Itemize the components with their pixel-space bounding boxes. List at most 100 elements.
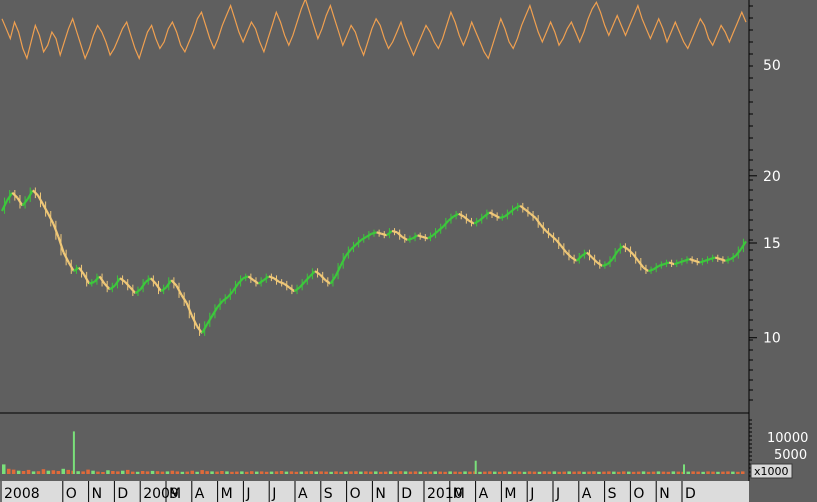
volume-bar xyxy=(61,468,65,474)
volume-bar xyxy=(170,470,175,474)
volume-bar xyxy=(448,471,452,474)
volume-bar xyxy=(165,471,170,474)
price-segment xyxy=(642,266,650,273)
price-segment xyxy=(257,279,265,285)
volume-bar xyxy=(731,471,735,474)
volume-bar xyxy=(339,471,343,474)
volume-bar xyxy=(369,471,373,474)
x-tick-label: 2009 xyxy=(143,486,179,502)
price-segment xyxy=(42,203,50,215)
y-tick-label: 20 xyxy=(763,169,781,185)
price-segment xyxy=(539,224,547,232)
x-tick-label: J xyxy=(271,486,276,502)
price-segment xyxy=(247,275,255,281)
x-tick-label: N xyxy=(375,486,385,502)
y-tick-label: 10000 xyxy=(767,431,808,446)
volume-bar xyxy=(46,470,51,474)
price-segment xyxy=(494,214,501,219)
price-segment xyxy=(298,281,306,289)
volume-bar xyxy=(413,471,418,474)
volume-bar xyxy=(319,471,323,474)
price-segment xyxy=(221,296,229,302)
price-segment xyxy=(504,211,511,218)
price-segment xyxy=(483,211,491,218)
x-tick-label: A xyxy=(298,486,308,502)
volume-bar xyxy=(150,470,155,474)
volume-bar xyxy=(488,471,492,474)
volume-bar xyxy=(329,471,333,474)
price-segment xyxy=(83,274,91,285)
volume-bar xyxy=(259,471,264,474)
volume-bar xyxy=(160,471,165,474)
price-segment xyxy=(468,219,475,225)
x-tick-label: D xyxy=(401,486,412,502)
volume-unit-box xyxy=(750,463,793,479)
price-segment xyxy=(719,258,726,262)
price-segment xyxy=(673,261,680,266)
price-segment xyxy=(124,281,132,289)
x-tick-label: M xyxy=(453,486,465,502)
volume-bar xyxy=(656,471,661,474)
volume-bar xyxy=(503,471,507,474)
price-segment xyxy=(432,230,439,237)
volume-bar xyxy=(16,470,21,474)
volume-bar xyxy=(706,471,710,474)
volume-bar xyxy=(76,471,80,474)
price-segment xyxy=(575,255,583,262)
price-segment xyxy=(211,306,219,317)
volume-bar xyxy=(210,471,214,474)
volume-bar xyxy=(116,471,120,474)
volume-bar xyxy=(230,471,234,474)
price-segment xyxy=(678,259,685,264)
price-segment xyxy=(596,261,603,267)
volume-bar xyxy=(562,471,566,474)
price-segment xyxy=(309,270,316,278)
price-segment xyxy=(170,279,178,287)
volume-bar xyxy=(463,471,467,474)
price-segment xyxy=(73,266,80,273)
volume-bar xyxy=(636,471,641,474)
price-segment xyxy=(704,258,711,262)
volume-bar xyxy=(443,471,447,474)
price-segment xyxy=(47,213,55,225)
volume-bar xyxy=(666,471,671,474)
price-segment xyxy=(109,284,116,291)
volume-bar xyxy=(627,471,631,474)
volume-bar xyxy=(106,470,110,474)
price-segment xyxy=(632,253,640,262)
volume-bar xyxy=(131,471,135,474)
x-tick-label: M xyxy=(221,486,233,502)
volume-bar xyxy=(557,471,561,474)
x-tick-label: 2010 xyxy=(427,486,463,502)
volume-bar xyxy=(736,471,740,474)
oscillator-series xyxy=(1,0,747,61)
price-segment xyxy=(658,263,665,267)
price-segment xyxy=(154,283,163,292)
volume-bar xyxy=(56,471,61,474)
price-segment xyxy=(145,277,152,283)
price-segment xyxy=(622,245,629,251)
x-tick-label: 2008 xyxy=(4,486,40,502)
volume-bar xyxy=(334,471,338,474)
volume-bar xyxy=(135,471,140,474)
price-segment xyxy=(16,197,24,207)
volume-bar xyxy=(140,471,145,474)
x-tick-label: J xyxy=(555,486,560,502)
price-segment xyxy=(555,239,563,247)
volume-bar xyxy=(96,471,100,474)
volume-bar xyxy=(547,471,552,474)
volume-bar xyxy=(696,471,700,474)
volume-bar xyxy=(220,471,224,474)
price-segment xyxy=(565,251,573,259)
volume-bar xyxy=(493,471,497,474)
volume-bar xyxy=(453,471,457,474)
x-tick-label: O xyxy=(66,486,77,502)
price-segment xyxy=(437,225,445,232)
volume-bar xyxy=(235,471,239,474)
volume-bar xyxy=(190,470,194,474)
price-segment xyxy=(560,245,568,254)
volume-bar xyxy=(607,471,611,474)
volume-bar xyxy=(250,471,254,474)
volume-bar xyxy=(121,470,125,474)
price-segment xyxy=(98,275,106,285)
